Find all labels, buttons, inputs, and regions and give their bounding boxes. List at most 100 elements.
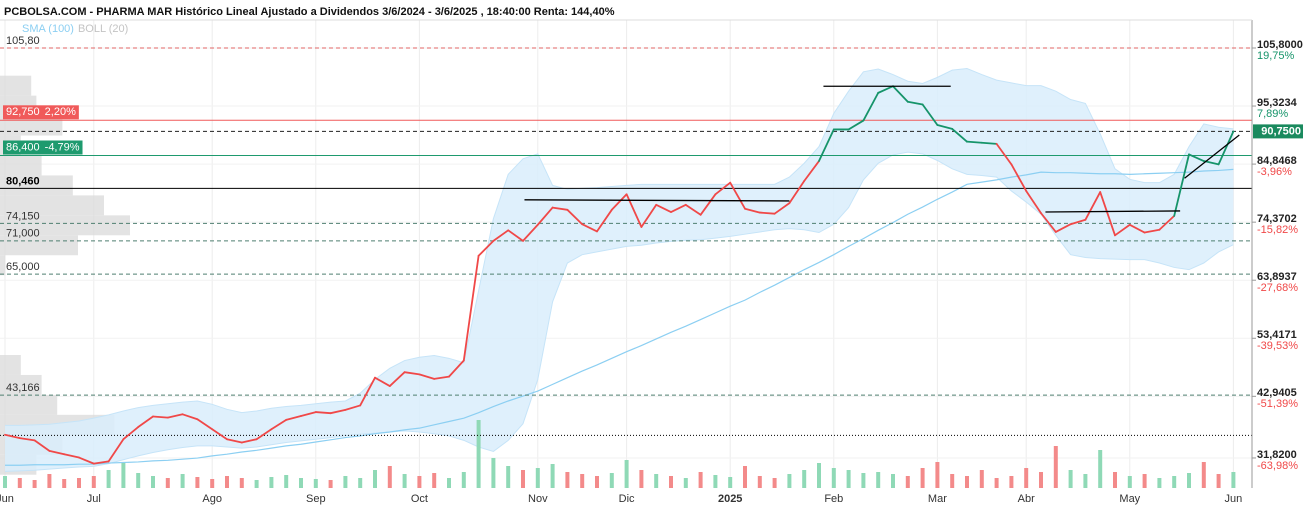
volume-bar xyxy=(32,480,37,488)
price-segment xyxy=(226,438,243,444)
volume-bar xyxy=(358,478,363,488)
volume-bar xyxy=(1009,476,1014,488)
y-tick-label: 84,8468 xyxy=(1257,155,1297,167)
price-segment xyxy=(951,127,968,143)
volume-bar xyxy=(387,466,392,488)
volume-bar xyxy=(225,476,229,488)
price-segment xyxy=(1128,223,1146,234)
price-segment xyxy=(1054,223,1072,233)
price-segment xyxy=(18,437,36,442)
level-label: 80,460 xyxy=(6,175,40,187)
volume-bar xyxy=(757,476,762,488)
price-segment xyxy=(63,453,80,459)
price-segment xyxy=(78,456,95,465)
volume-bar xyxy=(609,473,614,488)
volume-bar xyxy=(136,473,141,488)
volume-bar xyxy=(91,476,96,488)
sma-line xyxy=(5,168,1234,466)
level-label: 43,166 xyxy=(6,382,40,394)
volume-bar xyxy=(846,470,851,488)
price-segment xyxy=(344,404,362,411)
price-segment xyxy=(166,413,184,419)
volume-bar xyxy=(447,478,451,488)
level-label: 86,400 xyxy=(6,141,40,153)
y-tick-label: 31,8200 xyxy=(1257,449,1297,461)
volume-bar xyxy=(861,473,866,488)
volume-bar xyxy=(121,463,126,488)
price-segment xyxy=(1069,218,1087,226)
volume-bar xyxy=(950,474,955,488)
volume-bar xyxy=(328,480,333,488)
x-tick-label: Sep xyxy=(306,493,326,505)
volume-bar xyxy=(373,470,377,488)
volume-bar xyxy=(920,468,925,488)
volume-bar xyxy=(284,475,289,488)
price-segment xyxy=(270,418,288,431)
volume-bar xyxy=(802,470,807,488)
volume-bar xyxy=(1231,472,1236,488)
price-segment xyxy=(1084,191,1102,221)
price-segment xyxy=(122,426,140,441)
price-segment xyxy=(536,206,554,226)
price-segment xyxy=(610,193,628,211)
price-segment xyxy=(596,208,613,233)
price-segment xyxy=(788,180,806,205)
x-tick-label: Feb xyxy=(824,493,843,505)
price-segment xyxy=(359,376,376,407)
volume-bar xyxy=(905,476,910,488)
volume-bar xyxy=(47,474,52,488)
y-tick-label: 74,3702 xyxy=(1257,213,1297,225)
volume-bar xyxy=(595,476,599,488)
price-segment xyxy=(507,229,524,242)
volume-profile-bar xyxy=(0,235,78,256)
y-tick-label: 63,8937 xyxy=(1257,271,1297,283)
price-box-label: 90,7500 xyxy=(1261,125,1301,137)
price-segment xyxy=(477,239,495,257)
x-tick-label: Jul xyxy=(87,493,101,505)
volume-bar xyxy=(535,468,540,488)
volume-bar xyxy=(506,466,511,488)
price-segment xyxy=(255,428,273,441)
price-segment xyxy=(1040,212,1057,233)
volume-bar xyxy=(1053,446,1058,488)
price-segment xyxy=(995,142,1013,166)
volume-bar xyxy=(876,472,881,488)
volume-bar xyxy=(3,476,7,488)
y-tick-label: 105,8000 xyxy=(1257,39,1303,51)
legend-entry: BOLL (20) xyxy=(78,23,128,35)
y-tick-change: -63,98% xyxy=(1257,460,1298,472)
price-segment xyxy=(492,229,510,242)
price-segment xyxy=(1143,228,1161,234)
volume-bar xyxy=(1098,450,1103,488)
volume-profile-bar xyxy=(0,354,21,375)
volume-bar xyxy=(151,476,155,488)
price-segment xyxy=(640,203,658,228)
price-segment xyxy=(418,373,436,380)
y-tick-change: 19,75% xyxy=(1257,50,1295,62)
volume-bar xyxy=(580,474,585,488)
overlay: Jun Jul Ago Sep Oct Nov Dic 2025 Feb Mar Abr May Jun… xyxy=(0,19,1303,505)
price-segment xyxy=(758,211,776,215)
y-tick-change: -15,82% xyxy=(1257,224,1298,236)
volume-bar xyxy=(402,474,407,488)
volume-bar xyxy=(1187,473,1191,488)
price-segment xyxy=(1217,130,1235,166)
price-segment xyxy=(566,208,584,226)
volume-bar xyxy=(521,470,525,488)
x-tick-label: Jun xyxy=(1225,493,1243,505)
price-segment xyxy=(403,371,421,376)
level-label: 65,000 xyxy=(6,261,40,273)
price-segment xyxy=(581,223,598,233)
volume-bar xyxy=(669,476,673,488)
x-tick-label: Dic xyxy=(619,493,635,505)
x-tick-label: Mar xyxy=(928,493,947,505)
price-segment xyxy=(744,207,761,214)
trendline xyxy=(524,199,790,202)
x-tick-label: Ago xyxy=(202,493,222,505)
volume-bar xyxy=(728,477,733,488)
level-label: 105,80 xyxy=(6,35,40,47)
volume-bar xyxy=(1113,472,1117,488)
price-segment xyxy=(1025,190,1042,215)
x-tick-label: Nov xyxy=(528,493,548,505)
volume-bar xyxy=(1068,470,1073,488)
